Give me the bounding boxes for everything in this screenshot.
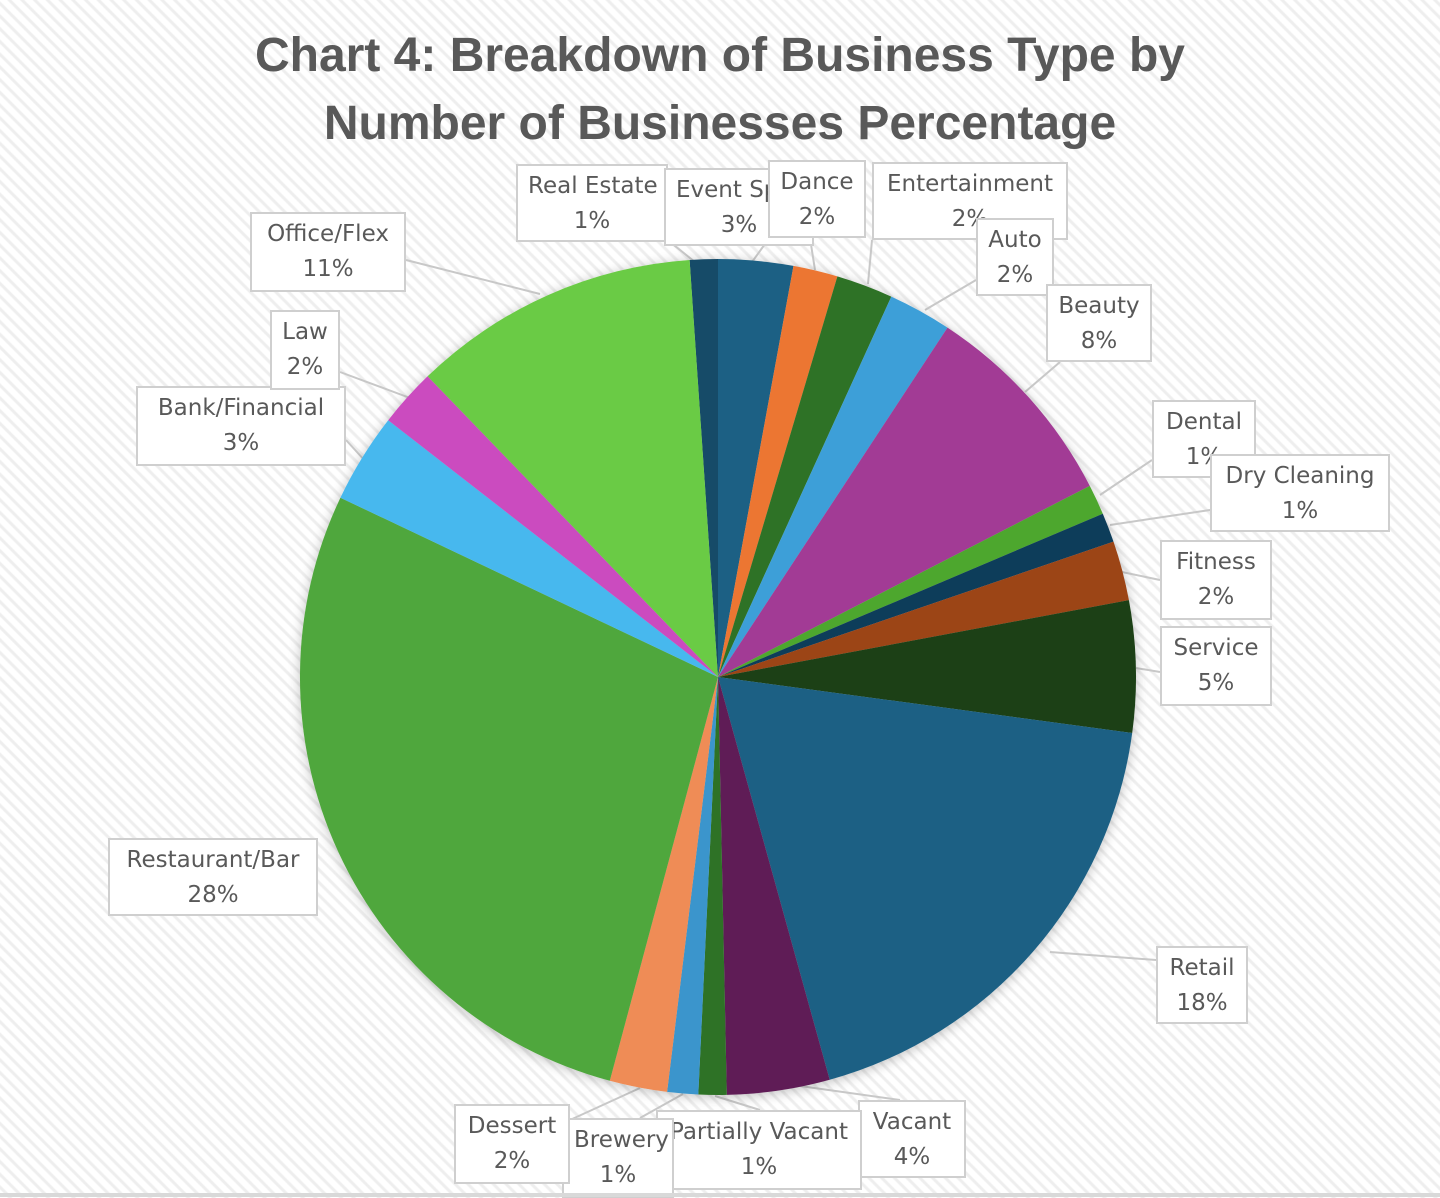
data-label-law: Law 2% [270, 310, 340, 390]
label-category: Dental [1166, 409, 1242, 435]
leader-line [405, 259, 541, 295]
label-percentage: 5% [1197, 670, 1235, 696]
data-label-retail: Retail 18% [1156, 946, 1248, 1024]
pie-slice-restaurant-bar [299, 497, 718, 1081]
label-category: Real Estate [528, 173, 658, 199]
leader-line [751, 243, 766, 263]
label-category: Beauty [1058, 293, 1140, 319]
pie-slice-law [388, 376, 718, 677]
label-category: Auto [988, 227, 1042, 253]
label-category: Vacant [872, 1109, 952, 1135]
pie-slice-dance [718, 265, 838, 677]
label-percentage: 1% [599, 1162, 637, 1188]
label-category: Restaurant/Bar [126, 847, 300, 873]
data-label-fitness: Fitness 2% [1160, 540, 1272, 620]
pie-slice-dental [718, 485, 1103, 677]
label-category: Retail [1169, 955, 1235, 981]
leader-line [714, 1095, 761, 1111]
data-label-partially-vacant: Partially Vacant 1% [656, 1110, 862, 1190]
leader-line [924, 279, 977, 311]
label-category: Bank/Financial [157, 395, 325, 421]
label-percentage: 2% [798, 204, 836, 230]
label-percentage: 2% [1197, 584, 1235, 610]
pie-slice-bank-financial [340, 420, 718, 677]
pie-slice-office-flex [427, 260, 718, 677]
data-label-beauty: Beauty 8% [1046, 284, 1152, 362]
pie-slice-service [718, 600, 1136, 733]
leader-lines [310, 237, 1211, 1121]
label-percentage: 3% [222, 430, 260, 456]
label-percentage: 2% [286, 354, 324, 380]
pie-slice-dry-cleaning [718, 513, 1114, 677]
pie-slice-auto [718, 296, 948, 677]
label-category: Brewery [574, 1127, 669, 1153]
pie-slice-vacant [718, 677, 830, 1095]
pie-slice-beauty [718, 327, 1090, 677]
leader-line [1049, 951, 1157, 961]
leader-line [799, 1085, 901, 1101]
label-percentage: 1% [740, 1154, 778, 1180]
chart-title: Chart 4: Breakdown of Business Type by N… [255, 29, 1185, 150]
label-percentage: 2% [996, 262, 1034, 288]
data-label-auto: Auto 2% [976, 218, 1054, 296]
data-label-restaurant-bar: Restaurant/Bar 28% [108, 838, 318, 916]
leader-line [1099, 459, 1153, 496]
label-category: Office/Flex [267, 221, 389, 247]
pie-slices [299, 259, 1136, 1095]
label-percentage: 1% [1281, 498, 1319, 524]
label-category: Dance [780, 169, 854, 195]
label-category: Fitness [1176, 549, 1256, 575]
leader-line [1121, 571, 1161, 581]
data-label-real-estate: Real Estate 1% [516, 164, 668, 242]
pie-slice-entertainment [718, 276, 892, 677]
leader-line [1109, 509, 1211, 526]
label-percentage: 18% [1176, 990, 1228, 1016]
pie-slice-partially-vacant [698, 677, 727, 1095]
data-label-dry-cleaning: Dry Cleaning 1% [1210, 454, 1390, 532]
data-label-dessert: Dessert 2% [454, 1104, 570, 1184]
pie-slice-brewery [667, 677, 718, 1095]
data-label-dance: Dance 2% [768, 160, 866, 238]
data-label-vacant: Vacant 4% [858, 1100, 966, 1178]
pie-slice-dessert [609, 677, 718, 1092]
pie-slice-retail [718, 677, 1133, 1080]
label-percentage: 2% [493, 1148, 531, 1174]
label-category: Entertainment [887, 171, 1053, 197]
label-category: Law [282, 319, 328, 345]
data-label-bank-financial: Bank/Financial 3% [136, 386, 346, 466]
data-label-service: Service 5% [1160, 626, 1272, 706]
leader-line [569, 1087, 641, 1121]
label-percentage: 1% [573, 208, 611, 234]
label-category: Partially Vacant [670, 1119, 848, 1145]
leader-line [867, 239, 873, 285]
data-label-office-flex: Office/Flex 11% [250, 212, 406, 292]
label-percentage: 4% [893, 1144, 931, 1170]
leader-line [1024, 361, 1061, 393]
label-percentage: 28% [187, 882, 239, 908]
pie-slice-fitness [718, 541, 1129, 677]
label-percentage: 8% [1080, 328, 1118, 354]
bottom-border [0, 1193, 1440, 1197]
pie-slice-event-space [718, 259, 794, 677]
leader-line [339, 371, 411, 399]
leader-line [1135, 667, 1161, 673]
label-percentage: 11% [302, 256, 354, 282]
pie-slice-real-estate [689, 259, 718, 677]
label-category: Service [1173, 635, 1259, 661]
label-category: Dessert [467, 1113, 557, 1139]
leader-line [639, 1093, 684, 1119]
label-percentage: 3% [720, 212, 758, 238]
label-category: Dry Cleaning [1225, 463, 1375, 489]
data-label-brewery: Brewery 1% [562, 1118, 674, 1198]
